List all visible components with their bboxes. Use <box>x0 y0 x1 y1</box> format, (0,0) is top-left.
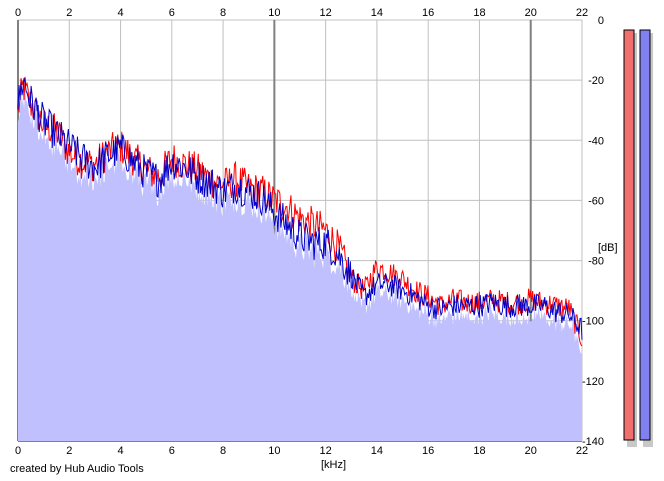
x-tick-label-top: 6 <box>169 7 175 19</box>
x-tick-label-bottom: 0 <box>15 445 21 457</box>
x-tick-label-bottom: 18 <box>473 445 485 457</box>
series-red-line <box>17 76 583 347</box>
x-tick-labels-bottom: 0 2 4 6 8 10 12 14 16 18 20 22 <box>15 445 588 457</box>
x-tick-label-bottom: 6 <box>169 445 175 457</box>
x-tick-label-top: 12 <box>320 7 332 19</box>
x-tick-label-bottom: 12 <box>320 445 332 457</box>
y-axis-label: [dB] <box>598 242 618 254</box>
x-tick-label-bottom: 16 <box>422 445 434 457</box>
x-tick-labels-top: 0 2 4 6 8 10 12 14 16 18 20 22 <box>15 7 588 19</box>
y-tick-label: -80 <box>588 256 604 268</box>
x-tick-label-top: 4 <box>117 7 123 19</box>
y-tick-labels: 0 -20 -40 -60 -80 -100 -120 -140 <box>582 15 604 448</box>
series-blue-line <box>17 77 583 340</box>
x-tick-label-top: 20 <box>525 7 537 19</box>
x-tick-label-bottom: 8 <box>220 445 226 457</box>
level-meters <box>623 29 653 447</box>
y-tick-label: -100 <box>582 316 604 328</box>
x-tick-label-top: 14 <box>371 7 383 19</box>
x-axis-label: [kHz] <box>321 459 346 471</box>
y-tick-label: -20 <box>588 75 604 87</box>
x-tick-label-top: 10 <box>268 7 280 19</box>
y-tick-label: -60 <box>588 195 604 207</box>
x-tick-label-top: 18 <box>473 7 485 19</box>
x-tick-label-bottom: 10 <box>268 445 280 457</box>
x-tick-label-top: 2 <box>66 7 72 19</box>
meter-blue <box>639 29 651 441</box>
y-tick-label: 0 <box>598 15 604 27</box>
y-tick-label: -140 <box>582 436 604 448</box>
x-tick-label-bottom: 20 <box>525 445 537 457</box>
x-tick-label-top: 22 <box>576 7 588 19</box>
x-tick-label-top: 8 <box>220 7 226 19</box>
x-tick-label-bottom: 2 <box>66 445 72 457</box>
x-tick-label-bottom: 14 <box>371 445 383 457</box>
x-tick-label-top: 0 <box>15 7 21 19</box>
y-tick-label: -40 <box>588 135 604 147</box>
spectrum-fill-area <box>18 90 582 441</box>
x-tick-label-bottom: 4 <box>117 445 123 457</box>
y-tick-label: -120 <box>582 376 604 388</box>
credit-text: created by Hub Audio Tools <box>10 463 144 475</box>
meter-red <box>623 29 635 441</box>
series-layer <box>17 76 583 347</box>
x-tick-label-top: 16 <box>422 7 434 19</box>
x-tick-label-bottom: 22 <box>576 445 588 457</box>
